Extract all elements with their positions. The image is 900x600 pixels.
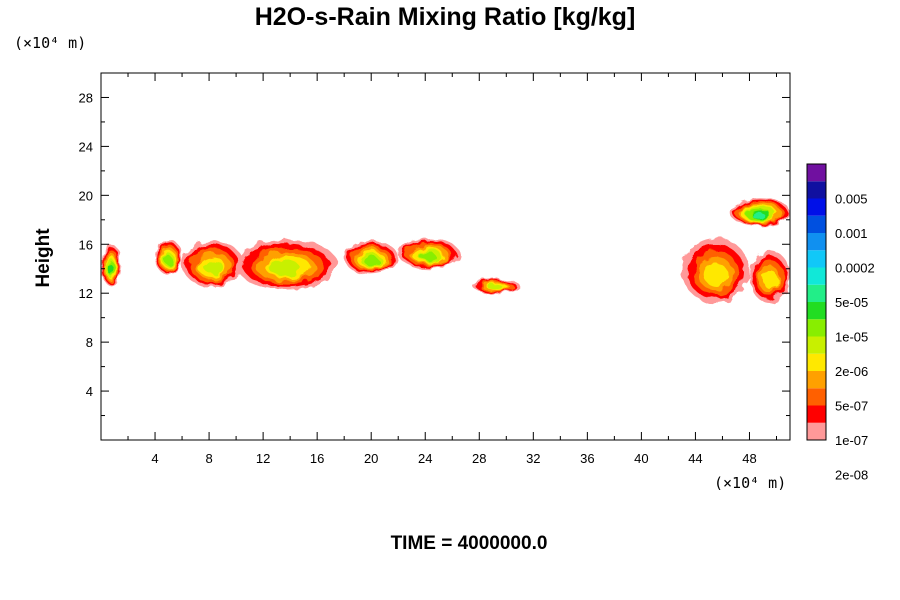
colorbar-swatch	[807, 181, 826, 199]
cell-mid	[398, 238, 460, 269]
colorbar-swatch	[807, 319, 826, 337]
y-tick-label: 28	[79, 90, 93, 105]
cell-main-b	[236, 239, 338, 290]
colorbar-swatch	[807, 198, 826, 216]
contour-level	[363, 256, 379, 266]
x-tick-label: 24	[418, 451, 432, 466]
contour-level	[419, 252, 436, 261]
contour-level	[164, 255, 173, 266]
x-tick-label: 16	[310, 451, 324, 466]
colorbar-label: 0.005	[835, 192, 868, 207]
colorbar-swatch	[807, 233, 826, 251]
contour-level	[204, 260, 224, 275]
x-tick-label: 8	[205, 451, 212, 466]
colorbar-label: 0.0002	[835, 261, 875, 276]
y-tick-label: 8	[86, 335, 93, 350]
cell-isolated	[472, 278, 520, 294]
colorbar-swatch	[807, 336, 826, 354]
cell-left-small	[155, 239, 183, 275]
cell-right-anvil	[729, 197, 790, 226]
cell-main-a	[182, 240, 243, 288]
contour-field	[101, 197, 790, 303]
chart-title: H2O-s-Rain Mixing Ratio [kg/kg]	[255, 3, 636, 31]
colorbar-label: 2e-08	[835, 468, 868, 483]
colorbar-legend: 0.005 0.001 0.0002 5e-05 1e-05 2e-06 5e-07 1e-0…	[806, 163, 875, 483]
x-tick-label: 4	[151, 451, 158, 466]
colorbar-frame	[806, 163, 827, 441]
colorbar-label: 5e-07	[835, 399, 868, 414]
y-axis-label: Height	[33, 228, 54, 288]
x-unit-label: (×10⁴ m)	[714, 474, 786, 492]
colorbar-swatch	[807, 164, 826, 182]
colorbar-label: 0.001	[835, 226, 868, 241]
contour-level	[487, 284, 503, 290]
y-tick-label: 20	[79, 188, 93, 203]
contour-level	[763, 270, 778, 290]
y-unit-label: (×10⁴ m)	[14, 34, 86, 52]
cell-far-left	[101, 244, 122, 286]
x-tick-label: 44	[688, 451, 702, 466]
plot-frame	[100, 72, 791, 441]
colorbar-swatch	[807, 371, 826, 389]
colorbar-swatch	[807, 215, 826, 233]
x-tick-label: 40	[634, 451, 648, 466]
x-tick-label: 48	[742, 451, 756, 466]
cell-main-c	[344, 240, 399, 275]
colorbar-swatch	[807, 284, 826, 302]
colorbar-label: 2e-06	[835, 364, 868, 379]
x-tick-label: 12	[256, 451, 270, 466]
time-label: TIME = 4000000.0	[391, 533, 548, 554]
cell-right-large	[681, 238, 750, 303]
contour-level	[269, 260, 301, 276]
colorbar-swatch	[807, 405, 826, 423]
colorbar-label: 1e-05	[835, 330, 868, 345]
colorbar-swatch	[807, 422, 826, 440]
x-tick-label: 28	[472, 451, 486, 466]
colorbar-swatch	[807, 353, 826, 371]
contour-level	[751, 212, 765, 219]
colorbar-swatch	[807, 302, 826, 320]
colorbar-label: 1e-07	[835, 433, 868, 448]
y-tick-label: 4	[86, 384, 93, 399]
x-tick-label: 36	[580, 451, 594, 466]
colorbar-swatch	[807, 250, 826, 268]
x-tick-label: 32	[526, 451, 540, 466]
cell-right-edge	[749, 250, 790, 303]
contour-level	[703, 262, 728, 286]
y-tick-label: 12	[79, 286, 93, 301]
y-tick-label: 24	[79, 139, 93, 154]
contour-level	[108, 264, 114, 275]
colorbar-swatch	[807, 388, 826, 406]
colorbar-label: 5e-05	[835, 295, 868, 310]
colorbar-swatch	[807, 267, 826, 285]
x-tick-label: 20	[364, 451, 378, 466]
y-tick-label: 16	[79, 237, 93, 252]
